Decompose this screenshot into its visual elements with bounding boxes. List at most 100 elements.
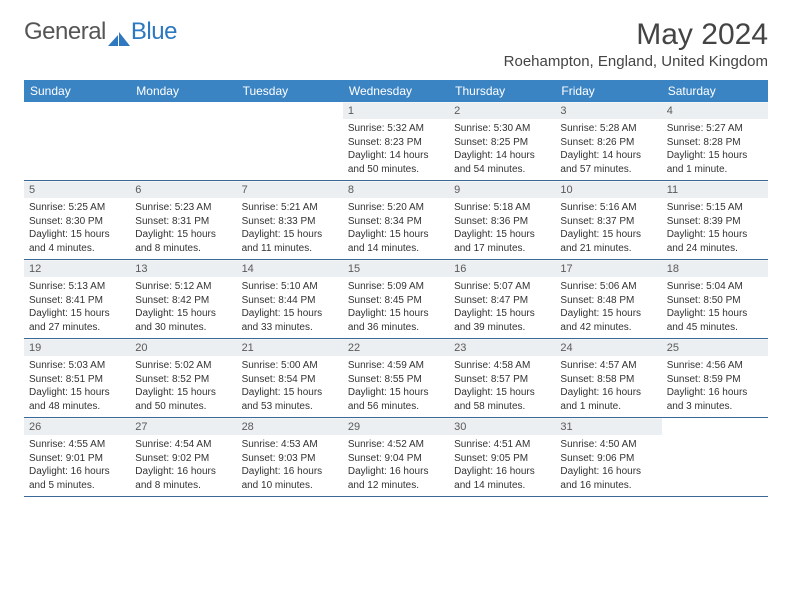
sunrise-text: Sunrise: 5:02 AM bbox=[135, 359, 231, 373]
day-info: Sunrise: 5:18 AMSunset: 8:36 PMDaylight:… bbox=[449, 198, 555, 259]
day-number: 9 bbox=[449, 181, 555, 198]
weeks-container: 1Sunrise: 5:32 AMSunset: 8:23 PMDaylight… bbox=[24, 102, 768, 497]
day-number: 13 bbox=[130, 260, 236, 277]
day-info: Sunrise: 5:13 AMSunset: 8:41 PMDaylight:… bbox=[24, 277, 130, 338]
sunset-text: Sunset: 8:44 PM bbox=[242, 294, 338, 308]
day-number: 31 bbox=[555, 418, 661, 435]
daylight-text: Daylight: 15 hours and 30 minutes. bbox=[135, 307, 231, 334]
daylight-text: Daylight: 16 hours and 16 minutes. bbox=[560, 465, 656, 492]
sunset-text: Sunset: 8:42 PM bbox=[135, 294, 231, 308]
logo-text-1: General bbox=[24, 18, 106, 46]
sunset-text: Sunset: 8:50 PM bbox=[667, 294, 763, 308]
week-row: 1Sunrise: 5:32 AMSunset: 8:23 PMDaylight… bbox=[24, 102, 768, 181]
day-info: Sunrise: 5:03 AMSunset: 8:51 PMDaylight:… bbox=[24, 356, 130, 417]
day-number: 10 bbox=[555, 181, 661, 198]
sunrise-text: Sunrise: 4:51 AM bbox=[454, 438, 550, 452]
day-info: Sunrise: 5:23 AMSunset: 8:31 PMDaylight:… bbox=[130, 198, 236, 259]
sunrise-text: Sunrise: 5:20 AM bbox=[348, 201, 444, 215]
day-info: Sunrise: 5:06 AMSunset: 8:48 PMDaylight:… bbox=[555, 277, 661, 338]
day-cell: 27Sunrise: 4:54 AMSunset: 9:02 PMDayligh… bbox=[130, 418, 236, 496]
day-number: 1 bbox=[343, 102, 449, 119]
daylight-text: Daylight: 15 hours and 58 minutes. bbox=[454, 386, 550, 413]
daylight-text: Daylight: 14 hours and 50 minutes. bbox=[348, 149, 444, 176]
day-cell: 23Sunrise: 4:58 AMSunset: 8:57 PMDayligh… bbox=[449, 339, 555, 417]
day-number: 14 bbox=[237, 260, 343, 277]
day-info: Sunrise: 5:20 AMSunset: 8:34 PMDaylight:… bbox=[343, 198, 449, 259]
sunset-text: Sunset: 8:41 PM bbox=[29, 294, 125, 308]
day-number: 3 bbox=[555, 102, 661, 119]
day-info: Sunrise: 5:32 AMSunset: 8:23 PMDaylight:… bbox=[343, 119, 449, 180]
sunset-text: Sunset: 8:26 PM bbox=[560, 136, 656, 150]
day-info: Sunrise: 5:07 AMSunset: 8:47 PMDaylight:… bbox=[449, 277, 555, 338]
day-info: Sunrise: 5:04 AMSunset: 8:50 PMDaylight:… bbox=[662, 277, 768, 338]
daylight-text: Daylight: 15 hours and 1 minute. bbox=[667, 149, 763, 176]
sunrise-text: Sunrise: 5:28 AM bbox=[560, 122, 656, 136]
sunrise-text: Sunrise: 5:04 AM bbox=[667, 280, 763, 294]
day-cell bbox=[130, 102, 236, 180]
day-cell: 10Sunrise: 5:16 AMSunset: 8:37 PMDayligh… bbox=[555, 181, 661, 259]
sunset-text: Sunset: 8:58 PM bbox=[560, 373, 656, 387]
daylight-text: Daylight: 14 hours and 57 minutes. bbox=[560, 149, 656, 176]
sunrise-text: Sunrise: 4:57 AM bbox=[560, 359, 656, 373]
day-number: 30 bbox=[449, 418, 555, 435]
daylight-text: Daylight: 15 hours and 27 minutes. bbox=[29, 307, 125, 334]
daylight-text: Daylight: 15 hours and 8 minutes. bbox=[135, 228, 231, 255]
day-info: Sunrise: 5:16 AMSunset: 8:37 PMDaylight:… bbox=[555, 198, 661, 259]
sunset-text: Sunset: 8:57 PM bbox=[454, 373, 550, 387]
day-info: Sunrise: 5:25 AMSunset: 8:30 PMDaylight:… bbox=[24, 198, 130, 259]
logo-sail-icon bbox=[108, 25, 130, 39]
day-cell: 25Sunrise: 4:56 AMSunset: 8:59 PMDayligh… bbox=[662, 339, 768, 417]
daylight-text: Daylight: 16 hours and 1 minute. bbox=[560, 386, 656, 413]
day-cell: 6Sunrise: 5:23 AMSunset: 8:31 PMDaylight… bbox=[130, 181, 236, 259]
day-info: Sunrise: 5:27 AMSunset: 8:28 PMDaylight:… bbox=[662, 119, 768, 180]
daylight-text: Daylight: 16 hours and 14 minutes. bbox=[454, 465, 550, 492]
sunrise-text: Sunrise: 5:32 AM bbox=[348, 122, 444, 136]
daylight-text: Daylight: 15 hours and 14 minutes. bbox=[348, 228, 444, 255]
day-number: 19 bbox=[24, 339, 130, 356]
daylight-text: Daylight: 15 hours and 11 minutes. bbox=[242, 228, 338, 255]
sunrise-text: Sunrise: 5:13 AM bbox=[29, 280, 125, 294]
day-cell bbox=[662, 418, 768, 496]
day-number: 28 bbox=[237, 418, 343, 435]
day-info: Sunrise: 4:56 AMSunset: 8:59 PMDaylight:… bbox=[662, 356, 768, 417]
sunrise-text: Sunrise: 4:53 AM bbox=[242, 438, 338, 452]
day-info: Sunrise: 5:12 AMSunset: 8:42 PMDaylight:… bbox=[130, 277, 236, 338]
sunrise-text: Sunrise: 4:52 AM bbox=[348, 438, 444, 452]
day-cell: 8Sunrise: 5:20 AMSunset: 8:34 PMDaylight… bbox=[343, 181, 449, 259]
daylight-text: Daylight: 15 hours and 45 minutes. bbox=[667, 307, 763, 334]
daylight-text: Daylight: 16 hours and 5 minutes. bbox=[29, 465, 125, 492]
day-cell: 7 Sunrise: 5:21 AMSunset: 8:33 PMDaylight… bbox=[237, 181, 343, 259]
sunset-text: Sunset: 8:51 PM bbox=[29, 373, 125, 387]
day-number: 7 bbox=[237, 181, 343, 198]
sunrise-text: Sunrise: 5:07 AM bbox=[454, 280, 550, 294]
sunrise-text: Sunrise: 5:27 AM bbox=[667, 122, 763, 136]
daylight-text: Daylight: 15 hours and 56 minutes. bbox=[348, 386, 444, 413]
sunset-text: Sunset: 8:36 PM bbox=[454, 215, 550, 229]
day-info: Sunrise: 4:58 AMSunset: 8:57 PMDaylight:… bbox=[449, 356, 555, 417]
sunset-text: Sunset: 9:05 PM bbox=[454, 452, 550, 466]
daylight-text: Daylight: 16 hours and 10 minutes. bbox=[242, 465, 338, 492]
week-row: 12Sunrise: 5:13 AMSunset: 8:41 PMDayligh… bbox=[24, 260, 768, 339]
title-block: May 2024 Roehampton, England, United Kin… bbox=[504, 18, 768, 70]
day-cell: 9Sunrise: 5:18 AMSunset: 8:36 PMDaylight… bbox=[449, 181, 555, 259]
sunrise-text: Sunrise: 4:59 AM bbox=[348, 359, 444, 373]
daylight-text: Daylight: 15 hours and 42 minutes. bbox=[560, 307, 656, 334]
weekday-header: Tuesday bbox=[237, 80, 343, 102]
weekday-header: Saturday bbox=[662, 80, 768, 102]
day-number: 11 bbox=[662, 181, 768, 198]
daylight-text: Daylight: 14 hours and 54 minutes. bbox=[454, 149, 550, 176]
sunset-text: Sunset: 8:39 PM bbox=[667, 215, 763, 229]
day-number: 4 bbox=[662, 102, 768, 119]
daylight-text: Daylight: 16 hours and 8 minutes. bbox=[135, 465, 231, 492]
day-number: 6 bbox=[130, 181, 236, 198]
sunrise-text: Sunrise: 5:21 AM bbox=[242, 201, 338, 215]
sunrise-text: Sunrise: 5:03 AM bbox=[29, 359, 125, 373]
daylight-text: Daylight: 15 hours and 21 minutes. bbox=[560, 228, 656, 255]
sunrise-text: Sunrise: 4:54 AM bbox=[135, 438, 231, 452]
sunrise-text: Sunrise: 5:25 AM bbox=[29, 201, 125, 215]
day-info: Sunrise: 4:50 AMSunset: 9:06 PMDaylight:… bbox=[555, 435, 661, 496]
day-cell: 11Sunrise: 5:15 AMSunset: 8:39 PMDayligh… bbox=[662, 181, 768, 259]
week-row: 19Sunrise: 5:03 AMSunset: 8:51 PMDayligh… bbox=[24, 339, 768, 418]
sunset-text: Sunset: 8:33 PM bbox=[242, 215, 338, 229]
sunrise-text: Sunrise: 5:10 AM bbox=[242, 280, 338, 294]
